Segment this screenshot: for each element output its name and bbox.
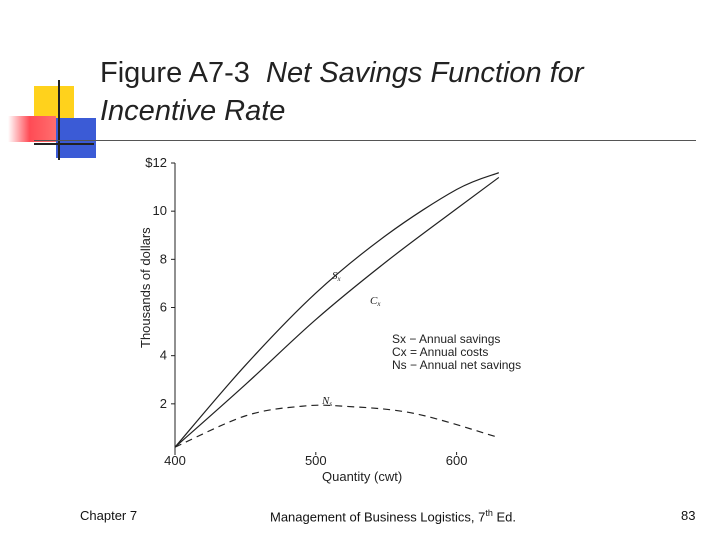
series-line-sx: [174, 172, 500, 448]
series-line-cx: [174, 176, 500, 448]
y-tick-label: 4: [160, 348, 167, 363]
title-divider-line: [34, 140, 696, 141]
x-axis-label: Quantity (cwt): [322, 469, 402, 484]
y-tick-label: 6: [160, 300, 167, 315]
footer-book-end: Ed.: [492, 509, 516, 525]
net-savings-chart: 2 4 6 8 10 $12 400 500 600 Quantity (cwt) Thous…: [138, 155, 521, 484]
x-ticks: 400 500 600: [164, 452, 467, 468]
x-tick-label: 500: [305, 453, 327, 468]
slide-title: Figure A7-3 Net Savings Function for Inc…: [100, 54, 700, 130]
curve-label-cx: Cx: [370, 295, 381, 308]
decorative-vertical-line: [58, 80, 60, 160]
decorative-red-bar: [8, 116, 56, 142]
y-tick-label: 8: [160, 251, 167, 266]
curve-label-sx: Sx: [332, 270, 342, 283]
legend-item-ns: Ns − Annual net savings: [392, 358, 521, 372]
y-tick-label: 2: [160, 396, 167, 411]
y-tick-label: $12: [145, 155, 167, 170]
curve-label-ns: Ns: [321, 395, 332, 408]
decorative-blue-block: [56, 118, 96, 158]
y-axis-label: Thousands of dollars: [138, 227, 153, 348]
y-tick-label: 10: [153, 203, 167, 218]
footer-chapter: Chapter 7: [80, 508, 138, 523]
footer-book-title: Management of Business Logistics, 7th Ed…: [270, 508, 516, 524]
y-ticks: 2 4 6 8 10 $12: [145, 155, 175, 411]
series-line-ns: [174, 404, 500, 448]
decorative-short-line: [34, 143, 94, 145]
x-tick-label: 600: [446, 453, 468, 468]
legend-item-sx: Sx − Annual savings: [392, 332, 500, 346]
footer-book-sup: th: [485, 508, 493, 518]
legend-item-cx: Cx = Annual costs: [392, 345, 488, 359]
title-italic: Net Savings Function for Incentive Rate: [100, 57, 584, 127]
title-prefix: Figure A7-3: [100, 57, 250, 89]
legend: Sx − Annual savings Cx = Annual costs Ns…: [392, 332, 521, 372]
footer-book-main: Management of Business Logistics, 7: [270, 509, 486, 525]
x-tick-label: 400: [164, 453, 186, 468]
series-lines: [174, 172, 500, 448]
footer-page-number: 83: [681, 508, 696, 523]
